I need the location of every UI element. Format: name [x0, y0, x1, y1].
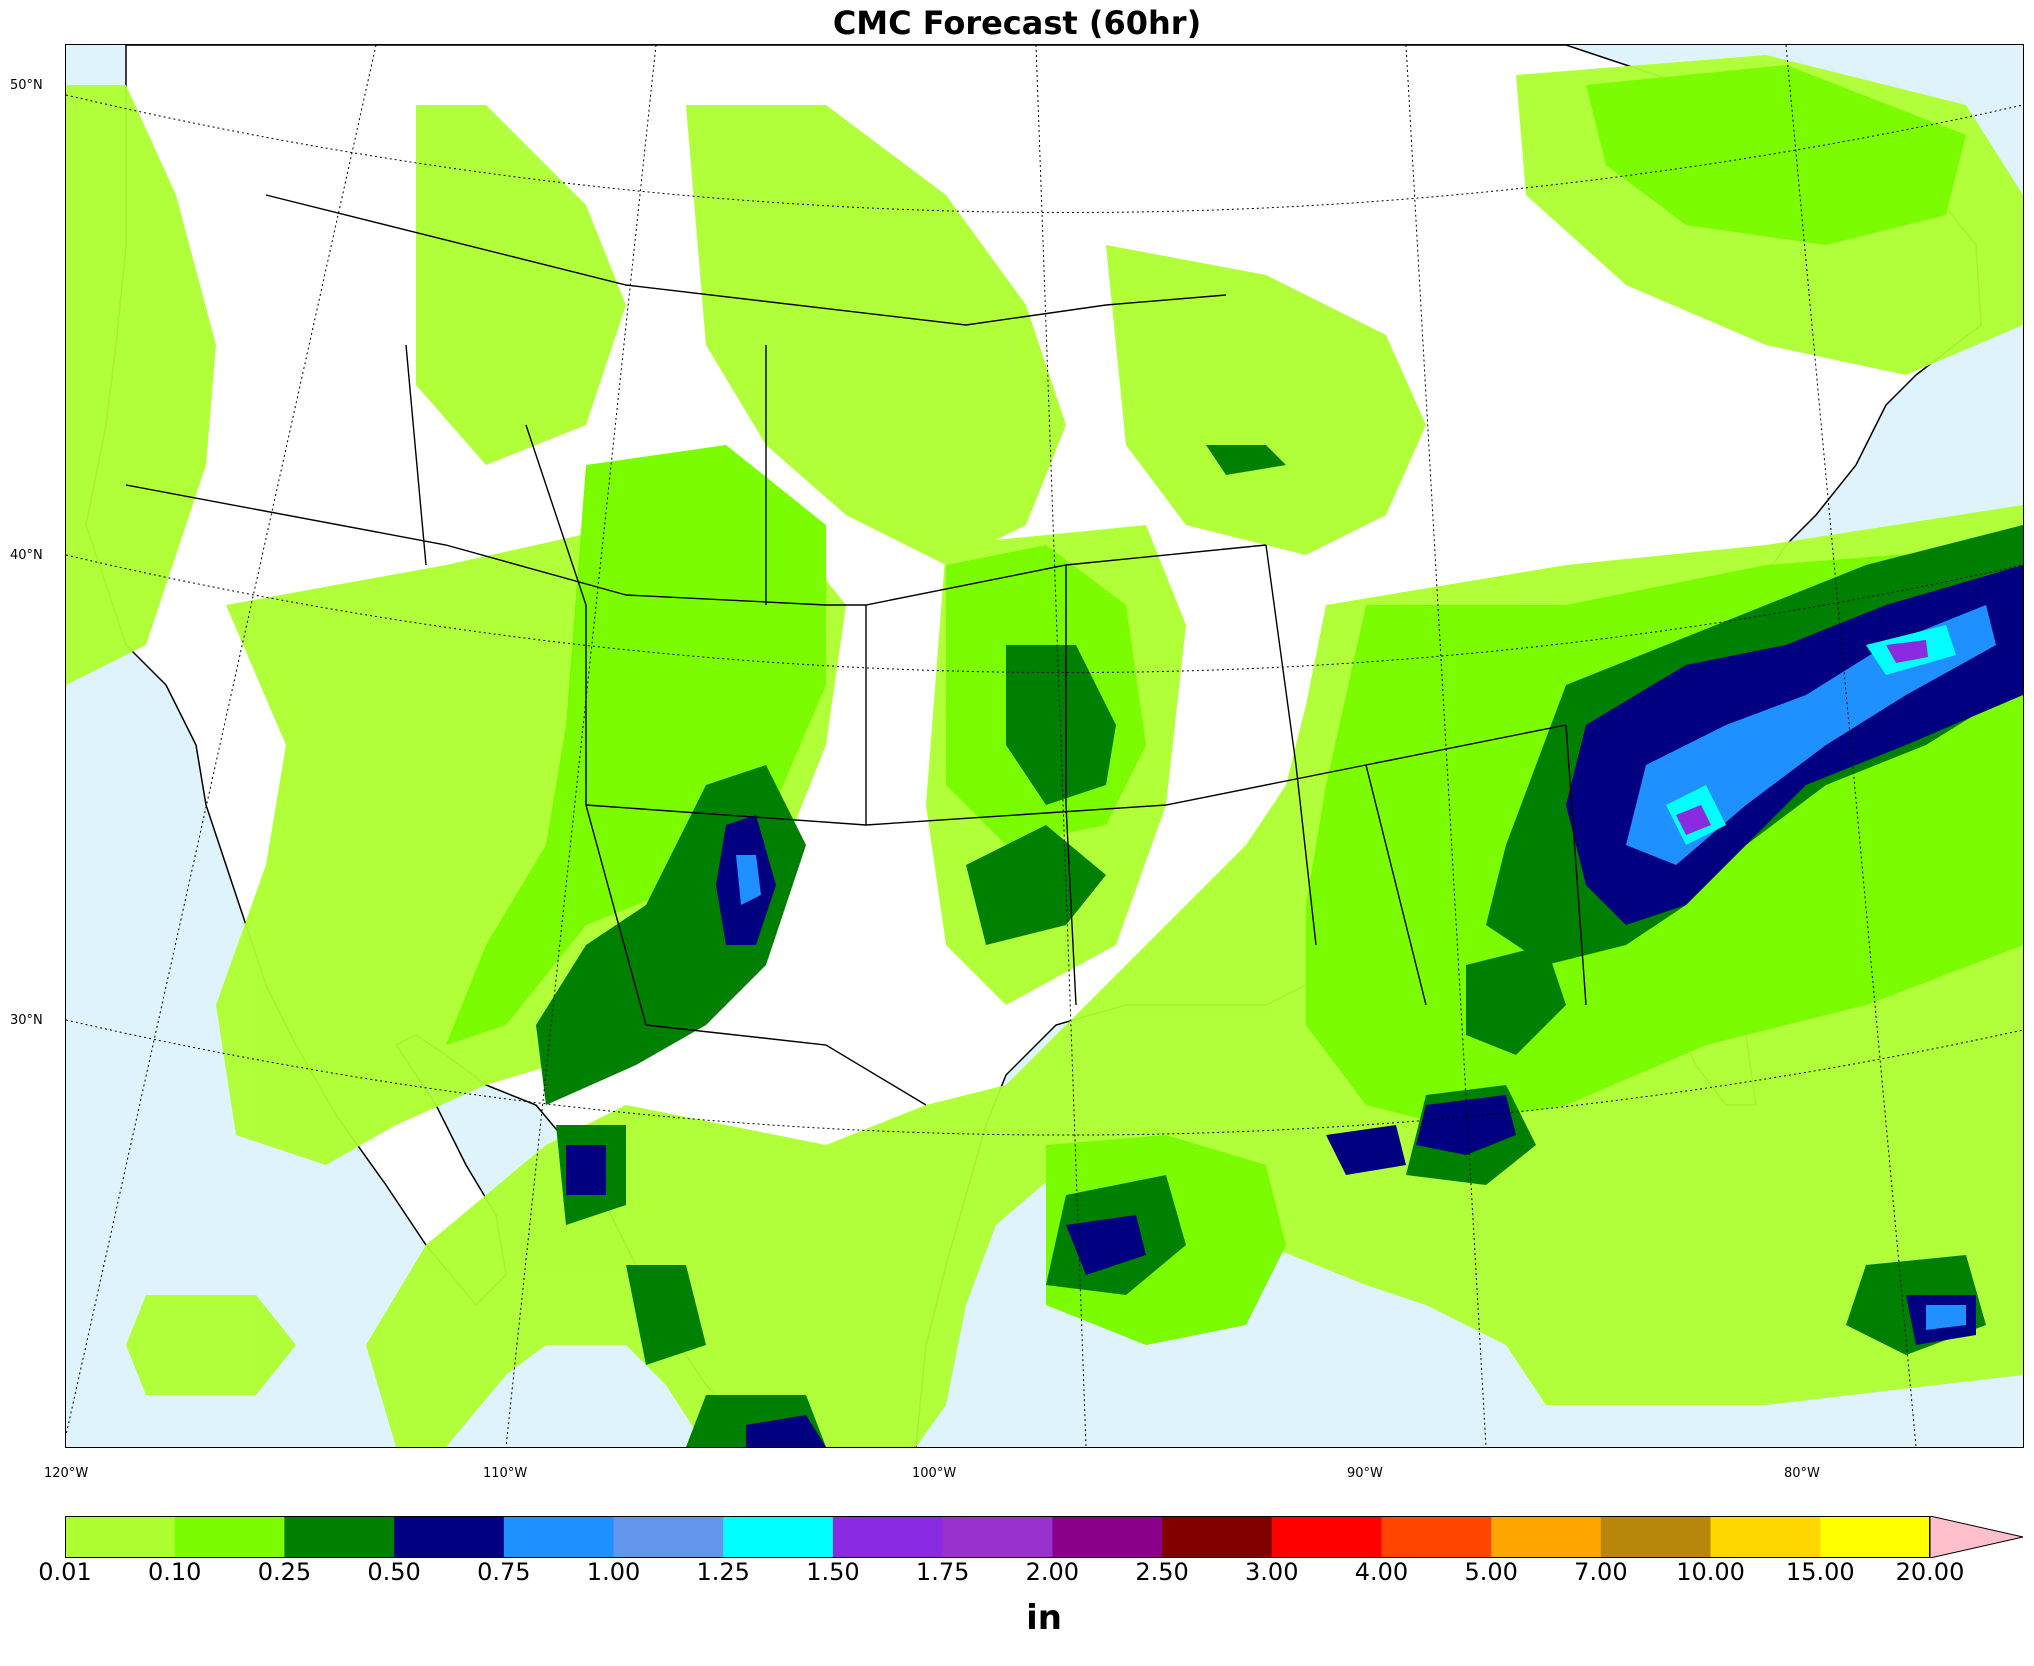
colorbar-cells: [65, 1516, 1931, 1558]
colorbar: [65, 1516, 2024, 1558]
precip-field-max: [1676, 640, 1928, 835]
colorbar-cell: [284, 1516, 395, 1558]
colorbar-tick-label: 4.00: [1354, 1558, 1409, 1586]
colorbar-cell: [1710, 1516, 1821, 1558]
colorbar-unit-label: in: [1026, 1598, 1062, 1638]
map-svg: [66, 45, 2023, 1447]
colorbar-cell: [65, 1516, 176, 1558]
colorbar-cell: [1381, 1516, 1492, 1558]
colorbar-cell: [832, 1516, 944, 1558]
colorbar-tick-label: 2.50: [1135, 1558, 1189, 1586]
map-title: CMC Forecast (60hr): [832, 4, 1202, 42]
colorbar-cell: [1491, 1516, 1602, 1558]
colorbar-tick-label: 20.00: [1895, 1558, 1965, 1586]
lat-label-50: 50°N: [10, 78, 43, 93]
colorbar-cell: [1052, 1516, 1163, 1558]
colorbar-tick-label: 0.10: [147, 1558, 202, 1586]
colorbar-tick-label: 1.25: [696, 1558, 750, 1586]
colorbar-cell: [1600, 1516, 1712, 1558]
colorbar-tick-label: 7.00: [1574, 1558, 1628, 1586]
lon-label-120w: 120°W: [44, 1466, 89, 1481]
colorbar-cell: [613, 1516, 724, 1558]
colorbar-cell: [174, 1516, 285, 1558]
lat-label-30: 30°N: [10, 1013, 43, 1028]
colorbar-tick-label: 0.50: [367, 1558, 421, 1586]
colorbar-extend-arrow: [1929, 1516, 2024, 1558]
colorbar-cell: [723, 1516, 834, 1558]
colorbar-tick-label: 5.00: [1464, 1558, 1518, 1586]
colorbar-tick-label: 2.00: [1025, 1558, 1080, 1586]
colorbar-cell: [394, 1516, 505, 1558]
colorbar-tick-label: 0.01: [38, 1558, 92, 1586]
political-borders: [125, 194, 1587, 1106]
colorbar-tick-label: 15.00: [1785, 1558, 1855, 1586]
lon-label-90w: 90°W: [1347, 1466, 1383, 1481]
colorbar-cell: [1820, 1516, 1931, 1558]
graticule: [66, 45, 2023, 1447]
colorbar-cell: [1162, 1516, 1273, 1558]
precipitation-map: [65, 44, 2024, 1448]
lat-label-40: 40°N: [10, 548, 43, 563]
colorbar-tick-label: 3.00: [1245, 1558, 1299, 1586]
colorbar-cell: [1271, 1516, 1382, 1558]
lon-label-80w: 80°W: [1784, 1466, 1820, 1481]
lon-label-110w: 110°W: [483, 1466, 528, 1481]
colorbar-tick-label: 1.50: [806, 1558, 860, 1586]
colorbar-tick-label: 10.00: [1676, 1558, 1745, 1586]
colorbar-tick-label: 1.75: [915, 1558, 970, 1586]
colorbar-tick-label: 1.00: [586, 1558, 641, 1586]
colorbar-cell: [503, 1516, 615, 1558]
colorbar-tick-label: 0.25: [257, 1558, 312, 1586]
colorbar-tick-label: 0.75: [477, 1558, 531, 1586]
colorbar-cell: [942, 1516, 1053, 1558]
lon-label-100w: 100°W: [912, 1466, 957, 1481]
